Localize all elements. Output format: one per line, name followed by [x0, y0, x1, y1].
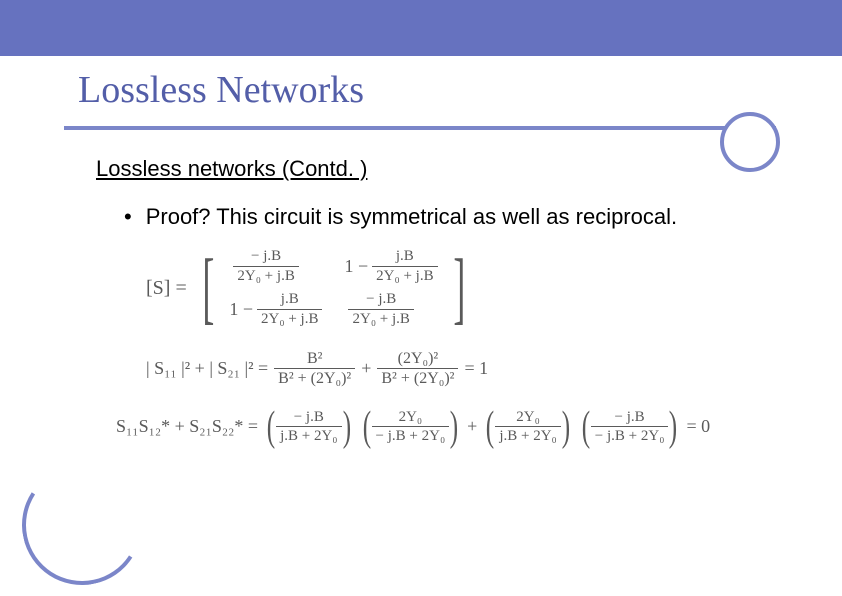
mag-term2: (2Y₀)² B² + (2Y₀)²: [377, 350, 458, 387]
slide-title: Lossless Networks: [78, 68, 364, 112]
mag-rhs: = 1: [464, 358, 488, 379]
mag-plus: +: [361, 358, 371, 379]
ortho-factor3: 2Y₀j.B + 2Y₀: [483, 409, 572, 444]
bullet-icon: •: [124, 204, 132, 230]
orthogonality-equation: S₁₁S₁₂* + S₂₁S₂₂* = − j.Bj.B + 2Y₀ 2Y₀− …: [116, 409, 782, 444]
matrix-cell-21: 1 − j.B2Y₀ + j.B: [229, 291, 322, 328]
ortho-factor1: − j.Bj.B + 2Y₀: [264, 409, 353, 444]
matrix-cell-11: − j.B2Y₀ + j.B: [229, 248, 322, 285]
subtitle: Lossless networks (Contd. ): [96, 156, 782, 182]
corner-arc-icon: [11, 454, 153, 596]
bullet-text: Proof? This circuit is symmetrical as we…: [146, 204, 677, 230]
proof-bullet: • Proof? This circuit is symmetrical as …: [124, 204, 782, 230]
right-bracket-icon: ]: [453, 256, 465, 320]
mag-lhs: | S₁₁ |² + | S₂₁ |² =: [146, 358, 268, 379]
ortho-factor2: 2Y₀− j.B + 2Y₀: [360, 409, 462, 444]
slide: Lossless Networks Lossless networks (Con…: [0, 0, 842, 595]
header-band: [0, 0, 842, 56]
ortho-factor4: − j.B− j.B + 2Y₀: [579, 409, 681, 444]
matrix-cell-22: − j.B2Y₀ + j.B: [344, 291, 437, 328]
matrix-lhs: [S] =: [146, 277, 187, 300]
ortho-rhs: = 0: [686, 416, 710, 437]
mag-term1: B² B² + (2Y₀)²: [274, 350, 355, 387]
magnitude-equation: | S₁₁ |² + | S₂₁ |² = B² B² + (2Y₀)² + (…: [146, 350, 782, 387]
accent-underline: [64, 126, 776, 130]
matrix-cell-12: 1 − j.B2Y₀ + j.B: [344, 248, 437, 285]
left-bracket-icon: [: [202, 256, 214, 320]
matrix-body: − j.B2Y₀ + j.B 1 − j.B2Y₀ + j.B 1 − j.B2…: [229, 248, 437, 328]
ortho-mid-plus: +: [467, 416, 477, 437]
content-area: Lossless networks (Contd. ) • Proof? Thi…: [96, 156, 782, 466]
s-matrix-equation: [S] = [ − j.B2Y₀ + j.B 1 − j.B2Y₀ + j.B …: [146, 248, 782, 328]
ortho-lhs: S₁₁S₁₂* + S₂₁S₂₂* =: [116, 416, 258, 437]
